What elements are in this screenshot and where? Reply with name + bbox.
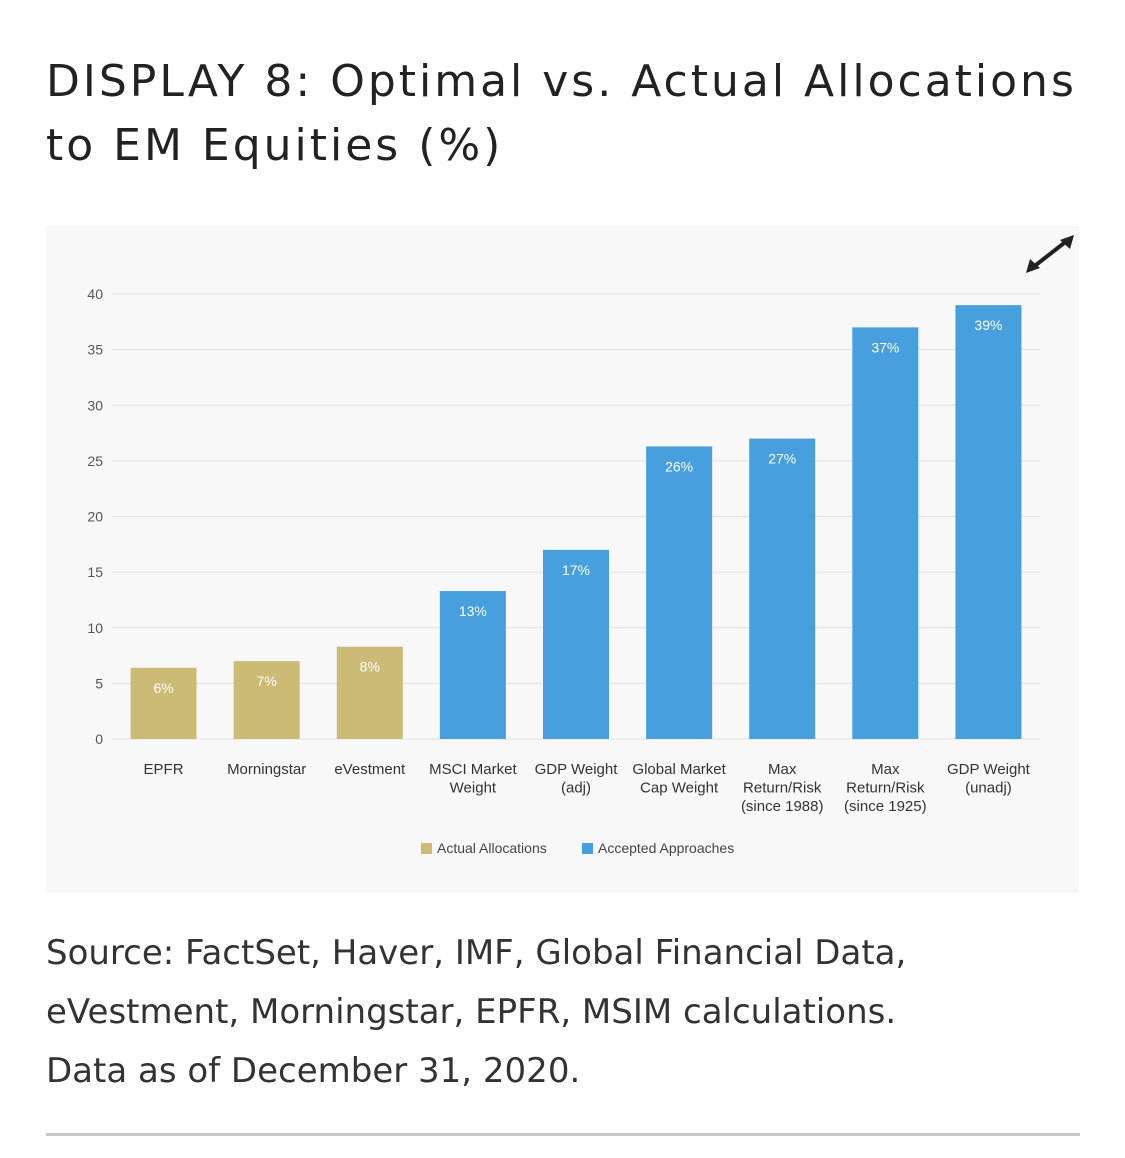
y-tick-label: 30 bbox=[87, 397, 103, 413]
x-tick-label: Return/Risk bbox=[743, 780, 822, 797]
x-tick-label: GDP Weight bbox=[947, 761, 1031, 778]
legend-swatch bbox=[582, 843, 593, 854]
x-tick-label: Max bbox=[768, 761, 797, 778]
bar bbox=[749, 438, 816, 739]
x-tick-label: Weight bbox=[450, 780, 497, 797]
bar bbox=[336, 646, 403, 739]
y-tick-label: 10 bbox=[87, 620, 103, 636]
bar bbox=[439, 591, 506, 739]
data-label: 17% bbox=[562, 562, 590, 578]
bar-chart: 0 5 10 15 20 25 30 35 40 6% EPFR 7% Morningstar 8% eVe… bbox=[87, 286, 1040, 856]
bar bbox=[543, 549, 609, 739]
x-tick-label: Return/Risk bbox=[846, 780, 925, 797]
data-label: 39% bbox=[974, 317, 1002, 333]
y-tick-label: 25 bbox=[87, 453, 103, 469]
data-label: 27% bbox=[768, 451, 796, 467]
source-line: Data as of December 31, 2020. bbox=[46, 1051, 581, 1091]
y-tick-label: 5 bbox=[95, 675, 103, 691]
data-label: 26% bbox=[665, 458, 693, 474]
data-label: 13% bbox=[459, 603, 487, 619]
y-tick-label: 15 bbox=[87, 564, 103, 580]
x-tick-label: (since 1925) bbox=[844, 798, 927, 815]
legend-label: Accepted Approaches bbox=[598, 840, 734, 856]
source-line: eVestment, Morningstar, EPFR, MSIM calcu… bbox=[46, 992, 897, 1032]
data-label: 37% bbox=[871, 339, 899, 355]
expand-arrows-icon[interactable] bbox=[1022, 232, 1078, 276]
x-tick-label: eVestment bbox=[334, 761, 406, 778]
x-tick-label: Global Market bbox=[632, 761, 726, 778]
bar bbox=[646, 446, 713, 739]
data-label: 7% bbox=[257, 673, 277, 689]
bar bbox=[233, 661, 300, 739]
x-tick-label: MSCI Market bbox=[429, 761, 517, 778]
x-tick-label: (since 1988) bbox=[741, 798, 824, 815]
x-tick-label: Max bbox=[871, 761, 900, 778]
source-note: Source: FactSet, Haver, IMF, Global Fina… bbox=[46, 924, 1086, 1101]
data-label: 8% bbox=[360, 659, 380, 675]
legend-swatch bbox=[421, 843, 432, 854]
x-tick-label: Morningstar bbox=[227, 761, 306, 778]
source-line: Source: FactSet, Haver, IMF, Global Fina… bbox=[46, 933, 907, 973]
divider bbox=[46, 1133, 1080, 1136]
bar bbox=[852, 327, 919, 739]
x-tick-label: EPFR bbox=[144, 761, 184, 778]
x-tick-label: GDP Weight bbox=[535, 761, 619, 778]
bar bbox=[955, 305, 1022, 739]
data-label: 6% bbox=[153, 680, 173, 696]
x-tick-label: Cap Weight bbox=[640, 780, 719, 797]
page-title: DISPLAY 8: Optimal vs. Actual Allocation… bbox=[46, 56, 1077, 171]
y-tick-label: 20 bbox=[87, 509, 103, 525]
y-tick-label: 40 bbox=[87, 286, 103, 302]
bar bbox=[130, 667, 197, 739]
y-tick-label: 35 bbox=[87, 342, 103, 358]
x-tick-label: (adj) bbox=[561, 780, 591, 797]
y-tick-label: 0 bbox=[95, 731, 103, 747]
legend-label: Actual Allocations bbox=[437, 840, 547, 856]
x-tick-label: (unadj) bbox=[965, 780, 1012, 797]
